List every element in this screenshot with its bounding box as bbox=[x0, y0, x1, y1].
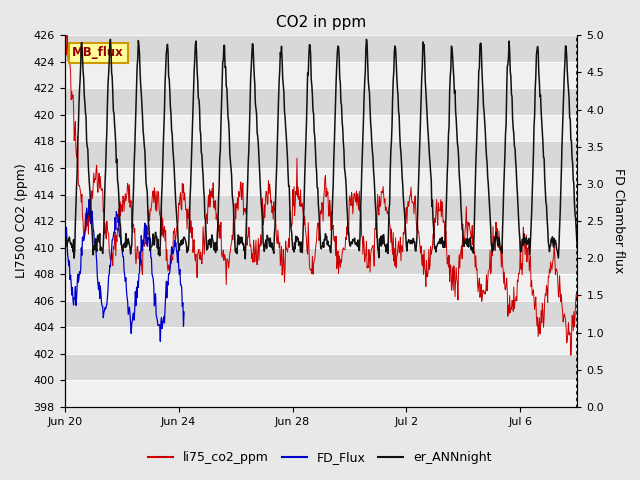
Text: MB_flux: MB_flux bbox=[72, 47, 124, 60]
Bar bbox=[65, 221, 577, 248]
Title: CO2 in ppm: CO2 in ppm bbox=[276, 15, 366, 30]
Legend: li75_co2_ppm, FD_Flux, er_ANNnight: li75_co2_ppm, FD_Flux, er_ANNnight bbox=[143, 446, 497, 469]
Bar bbox=[65, 380, 577, 407]
Bar bbox=[65, 62, 577, 88]
Y-axis label: FD Chamber flux: FD Chamber flux bbox=[612, 168, 625, 274]
Bar bbox=[65, 168, 577, 194]
Bar bbox=[65, 327, 577, 354]
Y-axis label: LI7500 CO2 (ppm): LI7500 CO2 (ppm) bbox=[15, 164, 28, 278]
Bar bbox=[65, 115, 577, 142]
Bar bbox=[65, 274, 577, 301]
